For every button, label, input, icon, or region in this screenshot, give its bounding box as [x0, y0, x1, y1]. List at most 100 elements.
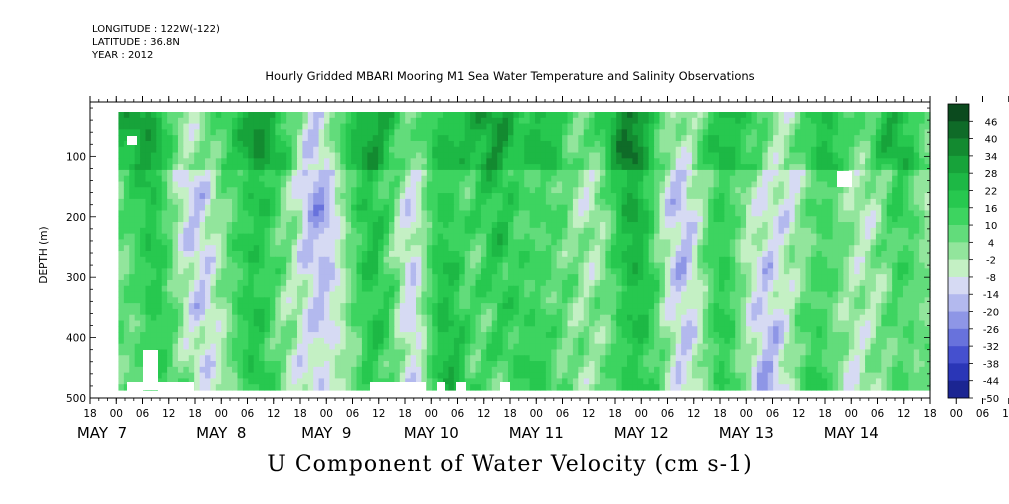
heatmap-cell	[470, 262, 477, 269]
heatmap-cell	[800, 140, 807, 148]
heatmap-cell	[691, 274, 698, 281]
heatmap-cell	[453, 117, 460, 125]
heatmap-cell	[318, 268, 325, 275]
heatmap-cell	[691, 146, 698, 154]
heatmap-cell	[735, 117, 742, 125]
heatmap-cell	[502, 210, 509, 217]
heatmap-cell	[378, 181, 385, 188]
heatmap-cell	[448, 175, 455, 183]
heatmap-cell	[123, 210, 130, 217]
heatmap-cell	[399, 187, 406, 194]
heatmap-cell	[486, 193, 493, 200]
heatmap-cell	[280, 112, 287, 119]
heatmap-cell	[405, 227, 412, 235]
heatmap-cell	[399, 112, 406, 119]
heatmap-cell	[865, 146, 872, 154]
heatmap-cell	[248, 123, 255, 130]
heatmap-cell	[437, 222, 444, 229]
heatmap-cell	[150, 262, 157, 269]
heatmap-cell	[572, 233, 579, 241]
heatmap-cell	[432, 198, 439, 206]
heatmap-cell	[627, 274, 634, 281]
heatmap-cell	[821, 216, 828, 223]
heatmap-cell	[919, 262, 926, 269]
heatmap-cell	[583, 117, 590, 125]
heatmap-cell	[708, 158, 715, 165]
heatmap-cell	[794, 245, 801, 252]
heatmap-cell	[275, 222, 282, 229]
heatmap-cell	[729, 152, 736, 159]
heatmap-cell	[675, 117, 682, 125]
heatmap-cell	[865, 227, 872, 235]
heatmap-cell	[156, 239, 163, 246]
heatmap-cell	[416, 245, 423, 252]
heatmap-cell	[605, 146, 612, 154]
heatmap-cell	[854, 169, 861, 177]
heatmap-cell	[848, 239, 855, 246]
heatmap-cell	[832, 129, 839, 136]
heatmap-cell	[881, 216, 888, 223]
heatmap-cell	[762, 135, 769, 142]
heatmap-cell	[686, 262, 693, 269]
heatmap-cell	[318, 210, 325, 217]
heatmap-cell	[675, 297, 682, 304]
heatmap-cell	[789, 135, 796, 142]
heatmap-cell	[329, 112, 336, 119]
heatmap-cell	[751, 256, 758, 264]
heatmap-cell	[762, 274, 769, 281]
heatmap-cell	[437, 117, 444, 125]
heatmap-cell	[351, 239, 358, 246]
heatmap-cell	[205, 239, 212, 246]
heatmap-cell	[280, 245, 287, 252]
heatmap-cell	[762, 164, 769, 171]
heatmap-cell	[464, 152, 471, 159]
heatmap-cell	[589, 216, 596, 223]
heatmap-cell	[551, 187, 558, 194]
heatmap-cell	[329, 245, 336, 252]
heatmap-cell	[475, 198, 482, 206]
heatmap-cell	[881, 239, 888, 246]
heatmap-cell	[183, 193, 190, 200]
heatmap-cell	[589, 239, 596, 246]
heatmap-cell	[675, 129, 682, 136]
heatmap-cell	[783, 129, 790, 136]
heatmap-cell	[199, 169, 206, 177]
heatmap-cell	[199, 204, 206, 212]
heatmap-cell	[291, 227, 298, 235]
heatmap-cell	[340, 129, 347, 136]
heatmap-cell	[480, 279, 487, 287]
heatmap-cell	[664, 198, 671, 206]
heatmap-cell	[865, 135, 872, 142]
heatmap-cell	[497, 152, 504, 159]
heatmap-cell	[702, 198, 709, 206]
heatmap-cell	[513, 233, 520, 241]
heatmap-cell	[140, 262, 147, 269]
heatmap-cell	[421, 123, 428, 130]
heatmap-cell	[134, 175, 141, 183]
heatmap-cell	[421, 291, 428, 298]
heatmap-cell	[351, 112, 358, 119]
heatmap-cell	[226, 158, 233, 165]
heatmap-cell	[924, 291, 931, 298]
heatmap-cell	[199, 135, 206, 142]
heatmap-cell	[773, 233, 780, 241]
heatmap-cell	[827, 227, 834, 235]
heatmap-cell	[751, 227, 758, 235]
heatmap-cell	[599, 187, 606, 194]
heatmap-cell	[215, 175, 222, 183]
heatmap-cell	[334, 303, 341, 310]
heatmap-cell	[545, 274, 552, 281]
heatmap-cell	[459, 175, 466, 183]
heatmap-cell	[691, 251, 698, 258]
heatmap-cell	[291, 239, 298, 246]
heatmap-cell	[372, 216, 379, 223]
heatmap-cell	[713, 187, 720, 194]
heatmap-cell	[372, 169, 379, 177]
heatmap-cell	[470, 198, 477, 206]
heatmap-cell	[827, 175, 834, 183]
heatmap-cell	[843, 279, 850, 287]
heatmap-cell	[307, 135, 314, 142]
heatmap-cell	[740, 198, 747, 206]
heatmap-cell	[599, 152, 606, 159]
heatmap-cell	[232, 158, 239, 165]
